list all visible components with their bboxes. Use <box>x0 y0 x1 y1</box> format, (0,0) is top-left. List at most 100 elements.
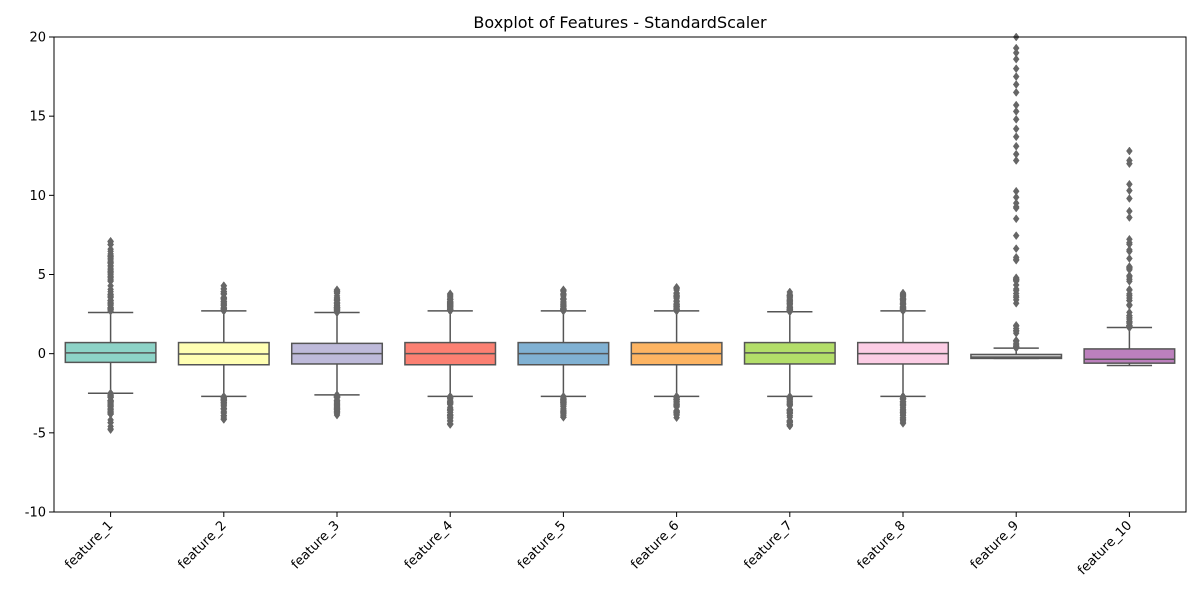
box-feature_6 <box>630 282 723 423</box>
outlier-point <box>1012 124 1020 134</box>
outlier-point <box>446 405 454 415</box>
outlier-point <box>107 421 114 431</box>
box-iqr <box>1083 348 1176 364</box>
outlier-point <box>220 400 228 410</box>
outlier-point <box>107 254 114 264</box>
outlier-point <box>673 407 680 417</box>
outlier-point <box>1012 54 1020 64</box>
outlier-point <box>1012 72 1020 81</box>
outlier-point <box>899 399 907 409</box>
outlier-point <box>107 407 114 416</box>
box-feature_9 <box>970 32 1063 360</box>
outlier-point <box>107 299 114 309</box>
outlier-point <box>107 290 114 300</box>
outlier-point <box>1126 245 1133 255</box>
outlier-point <box>107 396 114 406</box>
outlier-point <box>107 249 114 259</box>
outlier-point <box>333 403 341 412</box>
outlier-point <box>1012 326 1020 335</box>
outlier-point <box>220 305 228 315</box>
outlier-point <box>560 290 567 300</box>
box-feature_1 <box>64 236 157 435</box>
outlier-point <box>1012 231 1020 241</box>
outlier-point <box>220 284 228 294</box>
box-feature_7 <box>743 287 836 431</box>
outlier-point <box>899 295 907 305</box>
outlier-point <box>899 413 907 422</box>
outlier-point <box>673 402 680 412</box>
outlier-point <box>1012 132 1020 142</box>
x-tick-label: feature_10 <box>1075 518 1135 578</box>
x-tick-label: feature_4 <box>402 518 456 572</box>
outlier-point <box>786 394 794 404</box>
outlier-point <box>1126 254 1133 263</box>
x-tick-label: feature_8 <box>855 518 909 572</box>
x-tick-label: feature_6 <box>628 518 682 572</box>
box-feature_10 <box>1083 146 1176 367</box>
outlier-point <box>1012 43 1020 53</box>
outlier-point <box>1126 146 1133 156</box>
x-tick-label: feature_1 <box>62 518 116 572</box>
outlier-point <box>899 407 907 417</box>
outlier-point <box>220 414 228 424</box>
box-feature_2 <box>177 281 270 424</box>
outlier-point <box>1012 64 1020 74</box>
outlier-point <box>786 417 794 427</box>
outlier-point <box>560 408 567 418</box>
outlier-point <box>1126 156 1133 165</box>
y-axis: -10 -5 0 5 10 15 20 <box>25 31 54 521</box>
outlier-point <box>1126 238 1133 248</box>
outlier-point <box>1012 114 1020 124</box>
outlier-point <box>673 392 680 402</box>
outlier-point <box>560 412 567 422</box>
outlier-point <box>1012 275 1020 285</box>
x-tick-label: feature_5 <box>515 518 569 572</box>
outlier-point <box>107 244 114 254</box>
outlier-point <box>333 393 341 402</box>
outlier-point <box>1126 179 1133 189</box>
outlier-point <box>1126 285 1133 294</box>
outlier-point <box>1126 194 1133 203</box>
y-tick-label: 10 <box>29 189 46 204</box>
outlier-point <box>673 283 680 293</box>
outlier-point <box>1126 276 1133 286</box>
y-tick-label: -10 <box>25 506 46 521</box>
outlier-point <box>333 305 341 315</box>
outlier-point <box>1012 156 1020 165</box>
outlier-point <box>333 295 341 304</box>
outlier-point <box>1012 80 1020 89</box>
outlier-point <box>107 263 114 273</box>
outlier-point <box>1012 291 1020 301</box>
outlier-point <box>1012 252 1020 262</box>
outlier-point <box>1012 198 1020 208</box>
box-feature_8 <box>856 288 950 428</box>
outlier-point <box>1012 320 1020 330</box>
outlier-point <box>1012 107 1020 116</box>
outlier-point <box>1012 203 1020 213</box>
box-feature_3 <box>290 285 384 420</box>
outlier-point <box>1012 88 1020 97</box>
outlier-point <box>1012 244 1020 254</box>
y-tick-label: -5 <box>33 426 46 441</box>
outlier-point <box>1126 301 1133 310</box>
outlier-point <box>107 259 114 268</box>
outlier-point <box>1012 141 1020 151</box>
x-axis: feature_1 feature_2 feature_3 feature_4 feat… <box>62 512 1135 578</box>
outlier-point <box>446 392 454 402</box>
outlier-point <box>1012 149 1020 159</box>
outlier-point <box>786 411 794 421</box>
outlier-point <box>1126 322 1133 332</box>
outlier-point <box>107 268 114 278</box>
chart-title: Boxplot of Features - StandardScaler <box>473 13 767 32</box>
outlier-point <box>899 304 907 314</box>
x-tick-label: feature_9 <box>968 518 1022 572</box>
outlier-point <box>560 392 567 402</box>
outlier-point <box>560 304 567 314</box>
outlier-point <box>1126 213 1133 222</box>
outlier-point <box>1012 48 1020 58</box>
outlier-point <box>333 286 341 296</box>
outlier-point <box>1012 298 1020 308</box>
x-tick-label: feature_7 <box>741 518 795 572</box>
x-tick-label: feature_2 <box>175 518 229 572</box>
